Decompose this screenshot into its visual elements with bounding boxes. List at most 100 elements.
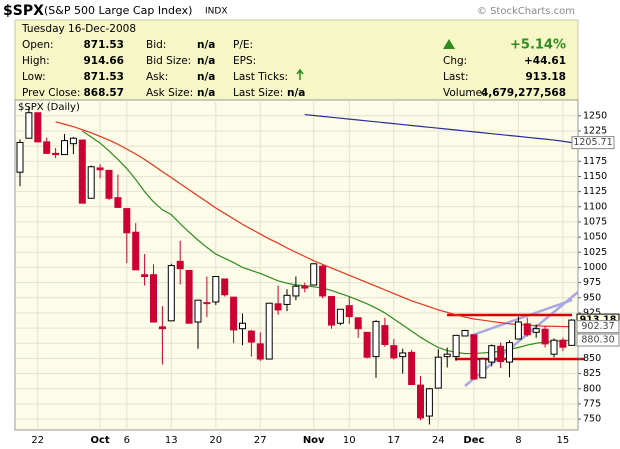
candle-body xyxy=(568,319,576,346)
y-tick-label: 825 xyxy=(583,368,601,379)
candle-body xyxy=(265,302,273,360)
trend-line xyxy=(469,298,573,338)
candle-body xyxy=(221,278,229,296)
candle-body xyxy=(69,137,77,145)
candle-body xyxy=(52,152,60,156)
candle-body xyxy=(167,265,175,322)
quote-label: High: xyxy=(22,55,50,67)
quote-label: Bid Size: xyxy=(146,55,191,67)
end-label-box xyxy=(576,320,620,334)
candle-body xyxy=(114,197,122,208)
quote-value: 871.53 xyxy=(83,71,124,83)
candle-body xyxy=(176,260,184,270)
quote-label: Last: xyxy=(443,71,468,83)
moving-average xyxy=(304,113,572,144)
quote-label: Last Size: xyxy=(233,87,283,99)
quote-value: 871.53 xyxy=(83,39,124,51)
copyright: © StockCharts.com xyxy=(477,6,575,17)
candle-body xyxy=(550,339,558,355)
candle-body xyxy=(452,334,460,358)
candle-body xyxy=(345,305,353,318)
x-tick-label: 13 xyxy=(165,435,178,446)
candle-body xyxy=(203,302,211,305)
candle-body xyxy=(532,328,540,333)
y-tick-label: 975 xyxy=(583,277,601,288)
quote-label: Ask: xyxy=(146,71,168,83)
candle-body xyxy=(523,323,531,336)
quote-value: n/a xyxy=(287,87,305,99)
candle-body xyxy=(123,208,131,234)
y-tick-label: 925 xyxy=(583,307,601,318)
candle-body xyxy=(470,334,478,380)
candle-body xyxy=(150,274,157,323)
quote-label: EPS: xyxy=(233,55,256,67)
candle-body xyxy=(105,169,113,199)
candle-body xyxy=(497,345,505,362)
candle-body xyxy=(372,320,380,358)
y-tick-label: 1000 xyxy=(583,262,607,273)
quote-panel xyxy=(14,19,579,101)
candle-body xyxy=(506,342,513,363)
symbol: $SPX xyxy=(3,3,44,19)
quote-value: n/a xyxy=(197,39,215,51)
candle-body xyxy=(301,285,309,289)
quote-value: 914.66 xyxy=(83,55,124,67)
end-label: 1205.71 xyxy=(573,137,612,148)
x-tick-label: 6 xyxy=(124,435,130,446)
candle-body xyxy=(363,331,371,358)
candle-body xyxy=(292,285,300,297)
x-tick-label: 20 xyxy=(209,435,222,446)
quote-value: +5.14% xyxy=(510,38,566,53)
x-tick-label: 24 xyxy=(432,435,445,446)
x-tick-label: 27 xyxy=(254,435,267,446)
candle-body xyxy=(390,345,398,359)
candle-body xyxy=(25,112,33,139)
candle-body xyxy=(488,345,496,363)
quote-label: Low: xyxy=(22,71,46,83)
quote-label: Chg: xyxy=(443,55,467,67)
quote-date: Tuesday 16-Dec-2008 xyxy=(21,23,136,35)
quote-label: Open: xyxy=(22,39,54,51)
end-label: 880.30 xyxy=(581,335,614,346)
y-tick-label: 775 xyxy=(583,398,601,409)
candle-body xyxy=(87,166,95,199)
candle-body xyxy=(417,384,424,419)
exchange: INDX xyxy=(205,7,227,17)
x-tick-label: 15 xyxy=(557,435,570,446)
candle-body xyxy=(34,112,42,143)
candle-body xyxy=(230,296,238,331)
quote-value: +44.61 xyxy=(524,55,566,67)
quote-label: Bid: xyxy=(146,39,166,51)
candle-body xyxy=(283,294,291,305)
y-tick-label: 950 xyxy=(583,292,601,303)
candle-body xyxy=(381,325,389,345)
quote-value: 913.18 xyxy=(525,71,566,83)
candle-body xyxy=(479,358,487,379)
candle-body xyxy=(96,167,104,171)
quote-value: n/a xyxy=(197,55,215,67)
y-tick-label: 1175 xyxy=(583,156,607,167)
candle-body xyxy=(61,140,68,156)
quote-value: n/a xyxy=(197,87,215,99)
end-label: 902.37 xyxy=(581,321,614,332)
end-label-box xyxy=(571,136,615,150)
y-tick-label: 850 xyxy=(583,353,601,364)
x-tick-label: 10 xyxy=(343,435,356,446)
candle-body xyxy=(194,299,202,323)
candle-body xyxy=(132,231,140,271)
tick-arrow xyxy=(296,68,304,80)
y-tick-label: 750 xyxy=(583,414,601,425)
y-tick-label: 1250 xyxy=(583,110,607,121)
candle-body xyxy=(43,141,51,154)
candle-body xyxy=(559,339,567,348)
x-tick-label: Dec xyxy=(463,435,484,446)
quote-label: Volume: xyxy=(443,87,486,99)
quote-value: 868.57 xyxy=(83,87,124,99)
candle-body xyxy=(141,274,149,278)
y-tick-label: 1100 xyxy=(583,201,607,212)
quote-label: P/E: xyxy=(233,39,253,51)
chart-label: $SPX (Daily) xyxy=(18,102,80,113)
index-name: (S&P 500 Large Cap Index) xyxy=(44,4,192,17)
